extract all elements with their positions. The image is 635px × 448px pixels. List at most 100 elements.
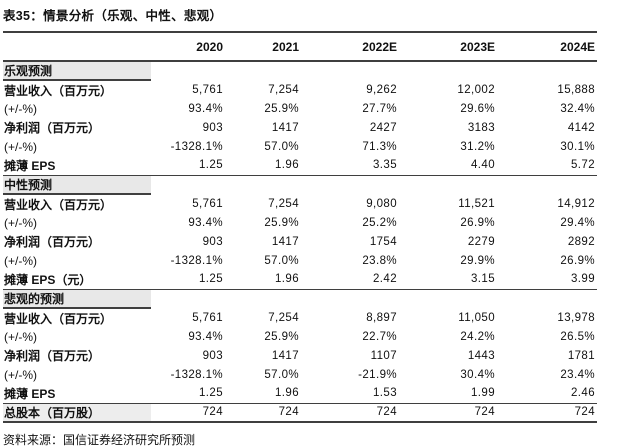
table-row: 净利润（百万元） 903 1417 1754 2279 2892 [3, 232, 597, 251]
value-cell: 23.4% [560, 368, 595, 381]
table-row: (+/-%) -1328.1% 57.0% 71.3% 31.2% 30.1% [3, 137, 597, 156]
row-label: 营业收入（百万元） [4, 197, 113, 212]
empty-cell [151, 61, 225, 80]
value-cell: 29.4% [560, 216, 595, 229]
table-row: 营业收入（百万元） 5,761 7,254 9,262 12,002 15,888 [3, 80, 597, 99]
table-row: (+/-%) -1328.1% 57.0% 23.8% 29.9% 26.9% [3, 251, 597, 270]
value-cell: 1.99 [471, 387, 495, 400]
year-header: 2021 [225, 33, 301, 62]
section-header-row: 乐观预测 [3, 61, 597, 81]
value-cell: 3183 [467, 121, 495, 134]
value-cell: 26.5% [560, 330, 595, 343]
value-cell: 1417 [271, 235, 299, 248]
empty-cell [497, 61, 597, 80]
value-cell: 1781 [567, 349, 595, 362]
section-header-label: 乐观预测 [3, 61, 151, 81]
empty-cell [225, 288, 301, 308]
value-cell: 903 [202, 349, 223, 362]
value-cell: 93.4% [188, 330, 223, 343]
value-cell: 7,254 [268, 197, 299, 210]
table-row: (+/-%) 93.4% 25.9% 22.7% 24.2% 26.5% [3, 327, 597, 346]
value-cell: -1328.1% [170, 368, 223, 381]
value-cell: 8,897 [366, 311, 397, 324]
value-cell: 31.2% [460, 140, 495, 153]
value-cell: 25.9% [264, 330, 299, 343]
value-cell: 3.15 [471, 273, 495, 286]
value-cell: 26.9% [460, 216, 495, 229]
value-cell: 724 [301, 402, 399, 423]
row-label: (+/-%) [4, 367, 37, 382]
table-row: 净利润（百万元） 903 1417 2427 3183 4142 [3, 118, 597, 137]
row-label: 营业收入（百万元） [4, 311, 113, 326]
value-cell: 5.72 [571, 159, 595, 172]
value-cell: 9,262 [366, 83, 397, 96]
value-cell: 1107 [370, 349, 397, 362]
table-row: 营业收入（百万元） 5,761 7,254 8,897 11,050 13,978 [3, 308, 597, 327]
row-label: 营业收入（百万元） [4, 83, 113, 98]
value-cell: 14,912 [557, 197, 595, 210]
value-cell: 93.4% [188, 216, 223, 229]
value-cell: 724 [151, 402, 225, 423]
section-header-label: 中性预测 [3, 174, 151, 195]
value-cell: 9,080 [366, 197, 397, 210]
value-cell: 1.25 [199, 387, 223, 400]
value-cell: 724 [497, 402, 597, 423]
empty-cell [151, 288, 225, 308]
value-cell: 2892 [567, 235, 595, 248]
table-row: (+/-%) 93.4% 25.9% 25.2% 26.9% 29.4% [3, 213, 597, 232]
empty-cell [399, 288, 497, 308]
value-cell: 5,761 [192, 311, 223, 324]
table-row: 净利润（百万元） 903 1417 1107 1443 1781 [3, 346, 597, 365]
table-row: 摊薄 EPS 1.25 1.96 3.35 4.40 5.72 [3, 156, 597, 175]
value-cell: 30.4% [460, 368, 495, 381]
table-row: (+/-%) -1328.1% 57.0% -21.9% 30.4% 23.4% [3, 365, 597, 384]
value-cell: 724 [399, 402, 497, 423]
value-cell: 15,888 [557, 83, 595, 96]
value-cell: -1328.1% [170, 140, 223, 153]
empty-cell [301, 288, 399, 308]
value-cell: 4142 [567, 121, 595, 134]
table-row: 摊薄 EPS 1.25 1.96 1.53 1.99 2.46 [3, 384, 597, 403]
value-cell: 30.1% [560, 140, 595, 153]
value-cell: 1.96 [275, 273, 299, 286]
empty-cell [399, 174, 497, 194]
value-cell: -21.9% [358, 368, 397, 381]
value-cell: 4.40 [471, 159, 495, 172]
value-cell: 24.2% [460, 330, 495, 343]
row-label: 摊薄 EPS [4, 158, 56, 173]
section-header-label: 悲观的预测 [3, 288, 151, 309]
source-note: 资料来源：国信证券经济研究所预测 [3, 433, 196, 447]
table-title: 表35：情景分析（乐观、中性、悲观） [3, 9, 223, 23]
value-cell: 5,761 [192, 83, 223, 96]
value-cell: 7,254 [268, 83, 299, 96]
value-cell: 32.4% [560, 102, 595, 115]
value-cell: 29.6% [460, 102, 495, 115]
value-cell: -1328.1% [170, 254, 223, 267]
row-label: (+/-%) [4, 329, 37, 344]
value-cell: 5,761 [192, 197, 223, 210]
value-cell: 1417 [271, 121, 299, 134]
value-cell: 12,002 [457, 83, 495, 96]
row-label: (+/-%) [4, 215, 37, 230]
value-cell: 2427 [369, 121, 397, 134]
value-cell: 26.9% [560, 254, 595, 267]
value-cell: 71.3% [362, 140, 397, 153]
table-row: (+/-%) 93.4% 25.9% 27.7% 29.6% 32.4% [3, 99, 597, 118]
value-cell: 1.96 [275, 387, 299, 400]
table-row: 营业收入（百万元） 5,761 7,254 9,080 11,521 14,912 [3, 194, 597, 213]
value-cell: 25.9% [264, 102, 299, 115]
value-cell: 1754 [369, 235, 397, 248]
value-cell: 3.35 [373, 159, 397, 172]
value-cell: 29.9% [460, 254, 495, 267]
table-row: 摊薄 EPS（元） 1.25 1.96 2.42 3.15 3.99 [3, 270, 597, 289]
row-label: 净利润（百万元） [4, 121, 101, 135]
row-label: 总股本（百万股） [3, 402, 151, 423]
value-cell: 1443 [467, 349, 495, 362]
value-cell: 27.7% [362, 102, 397, 115]
value-cell: 11,050 [458, 311, 495, 324]
row-label: 净利润（百万元） [4, 235, 101, 249]
row-label: 摊薄 EPS [4, 386, 56, 401]
year-header: 2024E [497, 33, 597, 62]
value-cell: 903 [202, 121, 223, 134]
empty-cell [301, 174, 399, 194]
